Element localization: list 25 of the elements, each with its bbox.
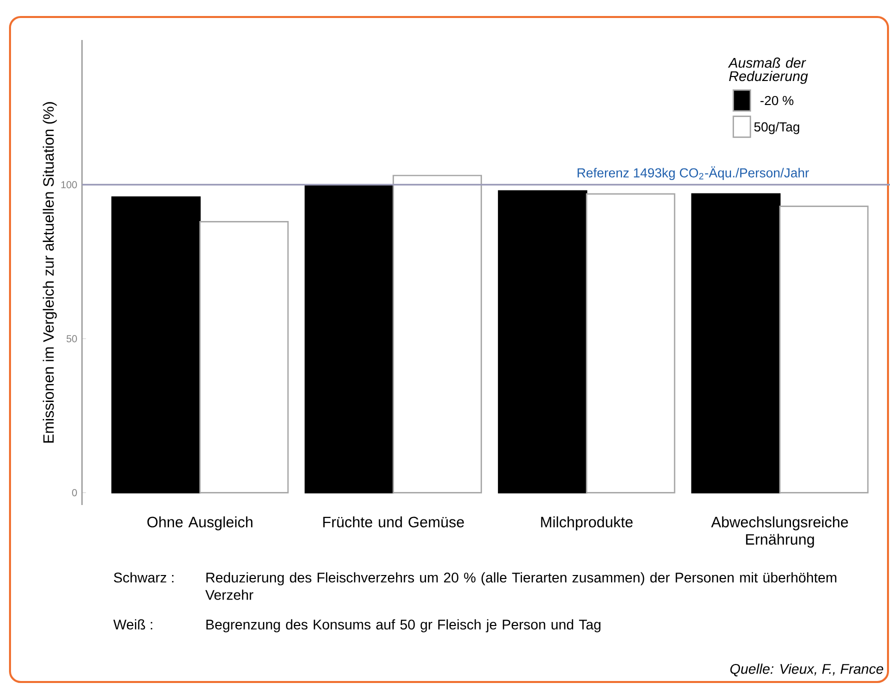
x-tick-label: Milchprodukte xyxy=(541,516,633,530)
text: Schwarz : xyxy=(114,572,174,583)
bar xyxy=(498,190,588,494)
ref-line-label: Referenz 1493kg CO$_{2}$-Äqu./Person/Jahr xyxy=(578,166,810,180)
bar xyxy=(691,193,781,494)
bar xyxy=(111,196,201,494)
legend-title: Ausmaß der Reduzierung xyxy=(728,58,808,84)
legend-label: 50g/Tag xyxy=(754,122,800,134)
y-tick-label: 100 xyxy=(61,181,77,188)
text: Begrenzung des Konsums auf 50 gr Fleisch je Person und Tag xyxy=(206,619,600,632)
bar xyxy=(304,184,394,494)
text: Reduzierung des Fleischverzehrs um 20 % (alle Tierarten zusammen) der Personen mit überhöhtem Verzehr xyxy=(205,572,836,600)
bar xyxy=(586,193,676,494)
x-tick-label: Ohne Ausgleich xyxy=(147,516,252,530)
legend-label: -20 % xyxy=(760,96,794,106)
bar xyxy=(392,174,482,494)
x-tick-label: Früchte und Gemüse xyxy=(323,516,464,528)
bar xyxy=(199,221,289,494)
source-note: Quelle: Vieux, F., France xyxy=(730,664,884,676)
x-tick-label: Abwechslungsreiche Ernährung xyxy=(711,516,848,548)
y-tick-label: 0 xyxy=(72,489,77,496)
text: Weiß : xyxy=(113,619,152,630)
y-tick-label: 50 xyxy=(66,335,77,342)
bar xyxy=(779,206,869,494)
y-axis-title: Emissionen im Vergleich zur aktuellen Situation (%) xyxy=(42,102,57,443)
